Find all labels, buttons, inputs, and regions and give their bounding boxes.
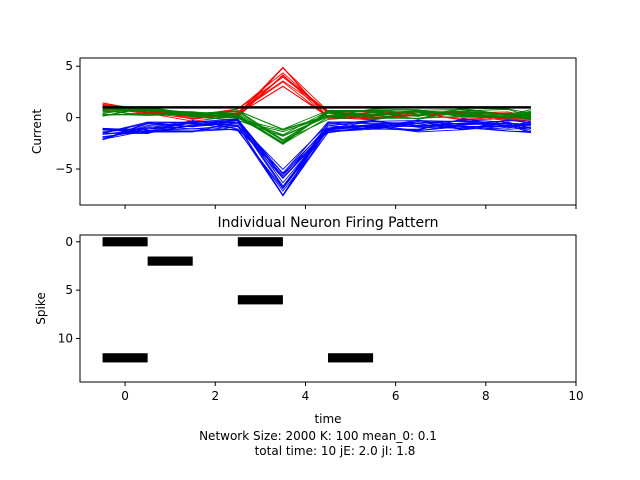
spike-bar — [102, 353, 148, 363]
raster-xtick-label: 8 — [482, 389, 490, 403]
current-ytick-label: −5 — [55, 162, 73, 176]
spike-bar — [237, 295, 283, 305]
raster-ytick-label: 0 — [65, 235, 73, 249]
raster-xtick-label: 2 — [211, 389, 219, 403]
current-series-line — [102, 121, 531, 189]
current-series-line — [102, 109, 531, 144]
current-ytick-label: 0 — [65, 111, 73, 125]
current-ylabel: Current — [30, 109, 44, 154]
current-plot: 5 0 −5 Current — [30, 57, 577, 209]
spike-bar — [237, 237, 283, 247]
raster-xtick-label: 10 — [568, 389, 583, 403]
current-plot-lines — [102, 66, 532, 197]
raster-title: Individual Neuron Firing Pattern — [217, 215, 438, 231]
current-series-line — [102, 110, 531, 145]
footer-line-1: Network Size: 2000 K: 100 mean_0: 0.1 — [199, 429, 437, 443]
current-plot-frame — [79, 57, 577, 206]
current-series-line — [102, 119, 531, 197]
raster-ytick-label: 10 — [58, 331, 73, 345]
current-ytick-label: 5 — [65, 59, 73, 73]
raster-plot-ticks: 0 2 4 6 8 10 0 5 10 — [58, 235, 584, 403]
current-series-line — [102, 109, 531, 145]
spike-bar — [328, 353, 374, 363]
raster-xtick-label: 0 — [121, 389, 129, 403]
footer-line-2: total time: 10 jE: 2.0 jI: 1.8 — [255, 444, 416, 458]
raster-spike-bars — [102, 237, 374, 363]
raster-xtick-label: 4 — [302, 389, 310, 403]
raster-ytick-label: 5 — [65, 283, 73, 297]
spike-bar — [147, 256, 193, 266]
spike-raster-plot: Individual Neuron Firing Pattern 0 2 4 6 8 10… — [34, 215, 584, 426]
raster-ylabel: Spike — [34, 292, 48, 324]
spike-bar — [102, 237, 148, 247]
current-plot-ticks: 5 0 −5 — [55, 59, 577, 209]
raster-xlabel: time — [314, 412, 341, 426]
raster-plot-frame — [79, 234, 577, 383]
raster-xtick-label: 6 — [392, 389, 400, 403]
current-series-line — [102, 120, 531, 196]
